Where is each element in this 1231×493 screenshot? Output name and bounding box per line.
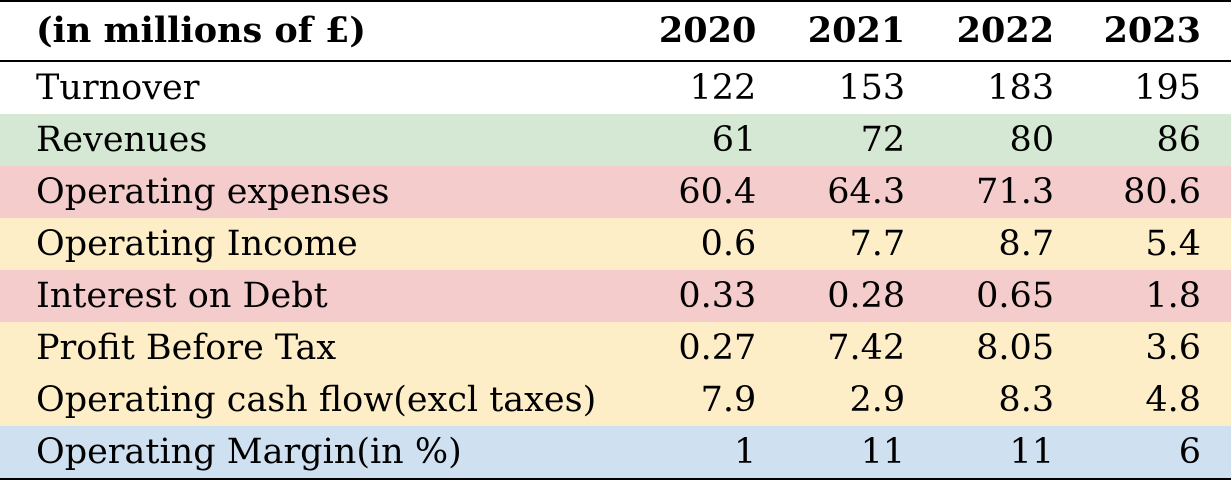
row-value-2020: 122 (689, 68, 757, 108)
row-value-2023: 5.4 (1145, 224, 1201, 264)
table-row: Profit Before Tax 0.27 7.42 8.05 3.6 (0, 322, 1231, 374)
header-year-2020: 2020 (658, 10, 757, 51)
table-row: Interest on Debt 0.33 0.28 0.65 1.8 (0, 270, 1231, 322)
header-unit-label: (in millions of £) (36, 10, 366, 51)
row-value-2022: 0.65 (976, 276, 1055, 316)
row-value-2021: 64.3 (827, 172, 906, 212)
table-row: Revenues 61 72 80 86 (0, 114, 1231, 166)
row-value-2020: 1 (734, 432, 757, 472)
row-value-2020: 0.6 (700, 224, 757, 264)
row-value-2021: 11 (860, 432, 906, 472)
row-label: Interest on Debt (36, 276, 328, 316)
table-header-row: (in millions of £) 2020 2021 2022 2023 (0, 1, 1231, 61)
row-value-2022: 183 (987, 68, 1055, 108)
row-value-2022: 8.3 (998, 380, 1055, 420)
financial-table: (in millions of £) 2020 2021 2022 2023 T… (0, 1, 1231, 479)
row-value-2020: 7.9 (700, 380, 757, 420)
header-year-2021: 2021 (807, 10, 906, 51)
row-value-2022: 8.05 (976, 328, 1055, 368)
table-body: Turnover 122 153 183 195 Revenues 61 72 80 86 Oper… (0, 61, 1231, 479)
row-value-2023: 195 (1134, 68, 1201, 108)
row-label: Profit Before Tax (36, 328, 337, 368)
row-label: Operating expenses (36, 172, 390, 212)
row-value-2020: 0.27 (678, 328, 757, 368)
row-value-2021: 2.9 (849, 380, 906, 420)
row-value-2021: 7.7 (849, 224, 906, 264)
row-label: Operating Income (36, 224, 358, 264)
table-row: Turnover 122 153 183 195 (0, 61, 1231, 114)
row-value-2021: 72 (860, 120, 906, 160)
row-value-2020: 61 (711, 120, 757, 160)
table-row: Operating expenses 60.4 64.3 71.3 80.6 (0, 166, 1231, 218)
row-value-2023: 1.8 (1145, 276, 1201, 316)
row-label: Operating cash flow(excl taxes) (36, 380, 597, 420)
table-row: Operating Income 0.6 7.7 8.7 5.4 (0, 218, 1231, 270)
row-value-2022: 11 (1009, 432, 1055, 472)
financial-table-container: (in millions of £) 2020 2021 2022 2023 T… (0, 1, 1231, 479)
row-label: Turnover (36, 68, 200, 108)
header-year-2022: 2022 (956, 10, 1055, 51)
table-row: Operating cash flow(excl taxes) 7.9 2.9 8.3… (0, 374, 1231, 426)
row-value-2023: 3.6 (1145, 328, 1201, 368)
row-value-2021: 7.42 (827, 328, 906, 368)
row-value-2023: 80.6 (1123, 172, 1201, 212)
row-value-2021: 153 (838, 68, 906, 108)
row-value-2020: 60.4 (678, 172, 757, 212)
header-year-2023: 2023 (1103, 10, 1201, 51)
table-row: Operating Margin(in %) 1 11 11 6 (0, 426, 1231, 479)
row-label: Revenues (36, 120, 208, 160)
row-value-2023: 86 (1156, 120, 1201, 160)
row-value-2022: 71.3 (976, 172, 1055, 212)
row-value-2022: 80 (1009, 120, 1055, 160)
row-value-2023: 4.8 (1145, 380, 1201, 420)
row-value-2023: 6 (1178, 432, 1201, 472)
row-value-2020: 0.33 (678, 276, 757, 316)
row-value-2021: 0.28 (827, 276, 906, 316)
row-value-2022: 8.7 (998, 224, 1055, 264)
row-label: Operating Margin(in %) (36, 432, 462, 472)
